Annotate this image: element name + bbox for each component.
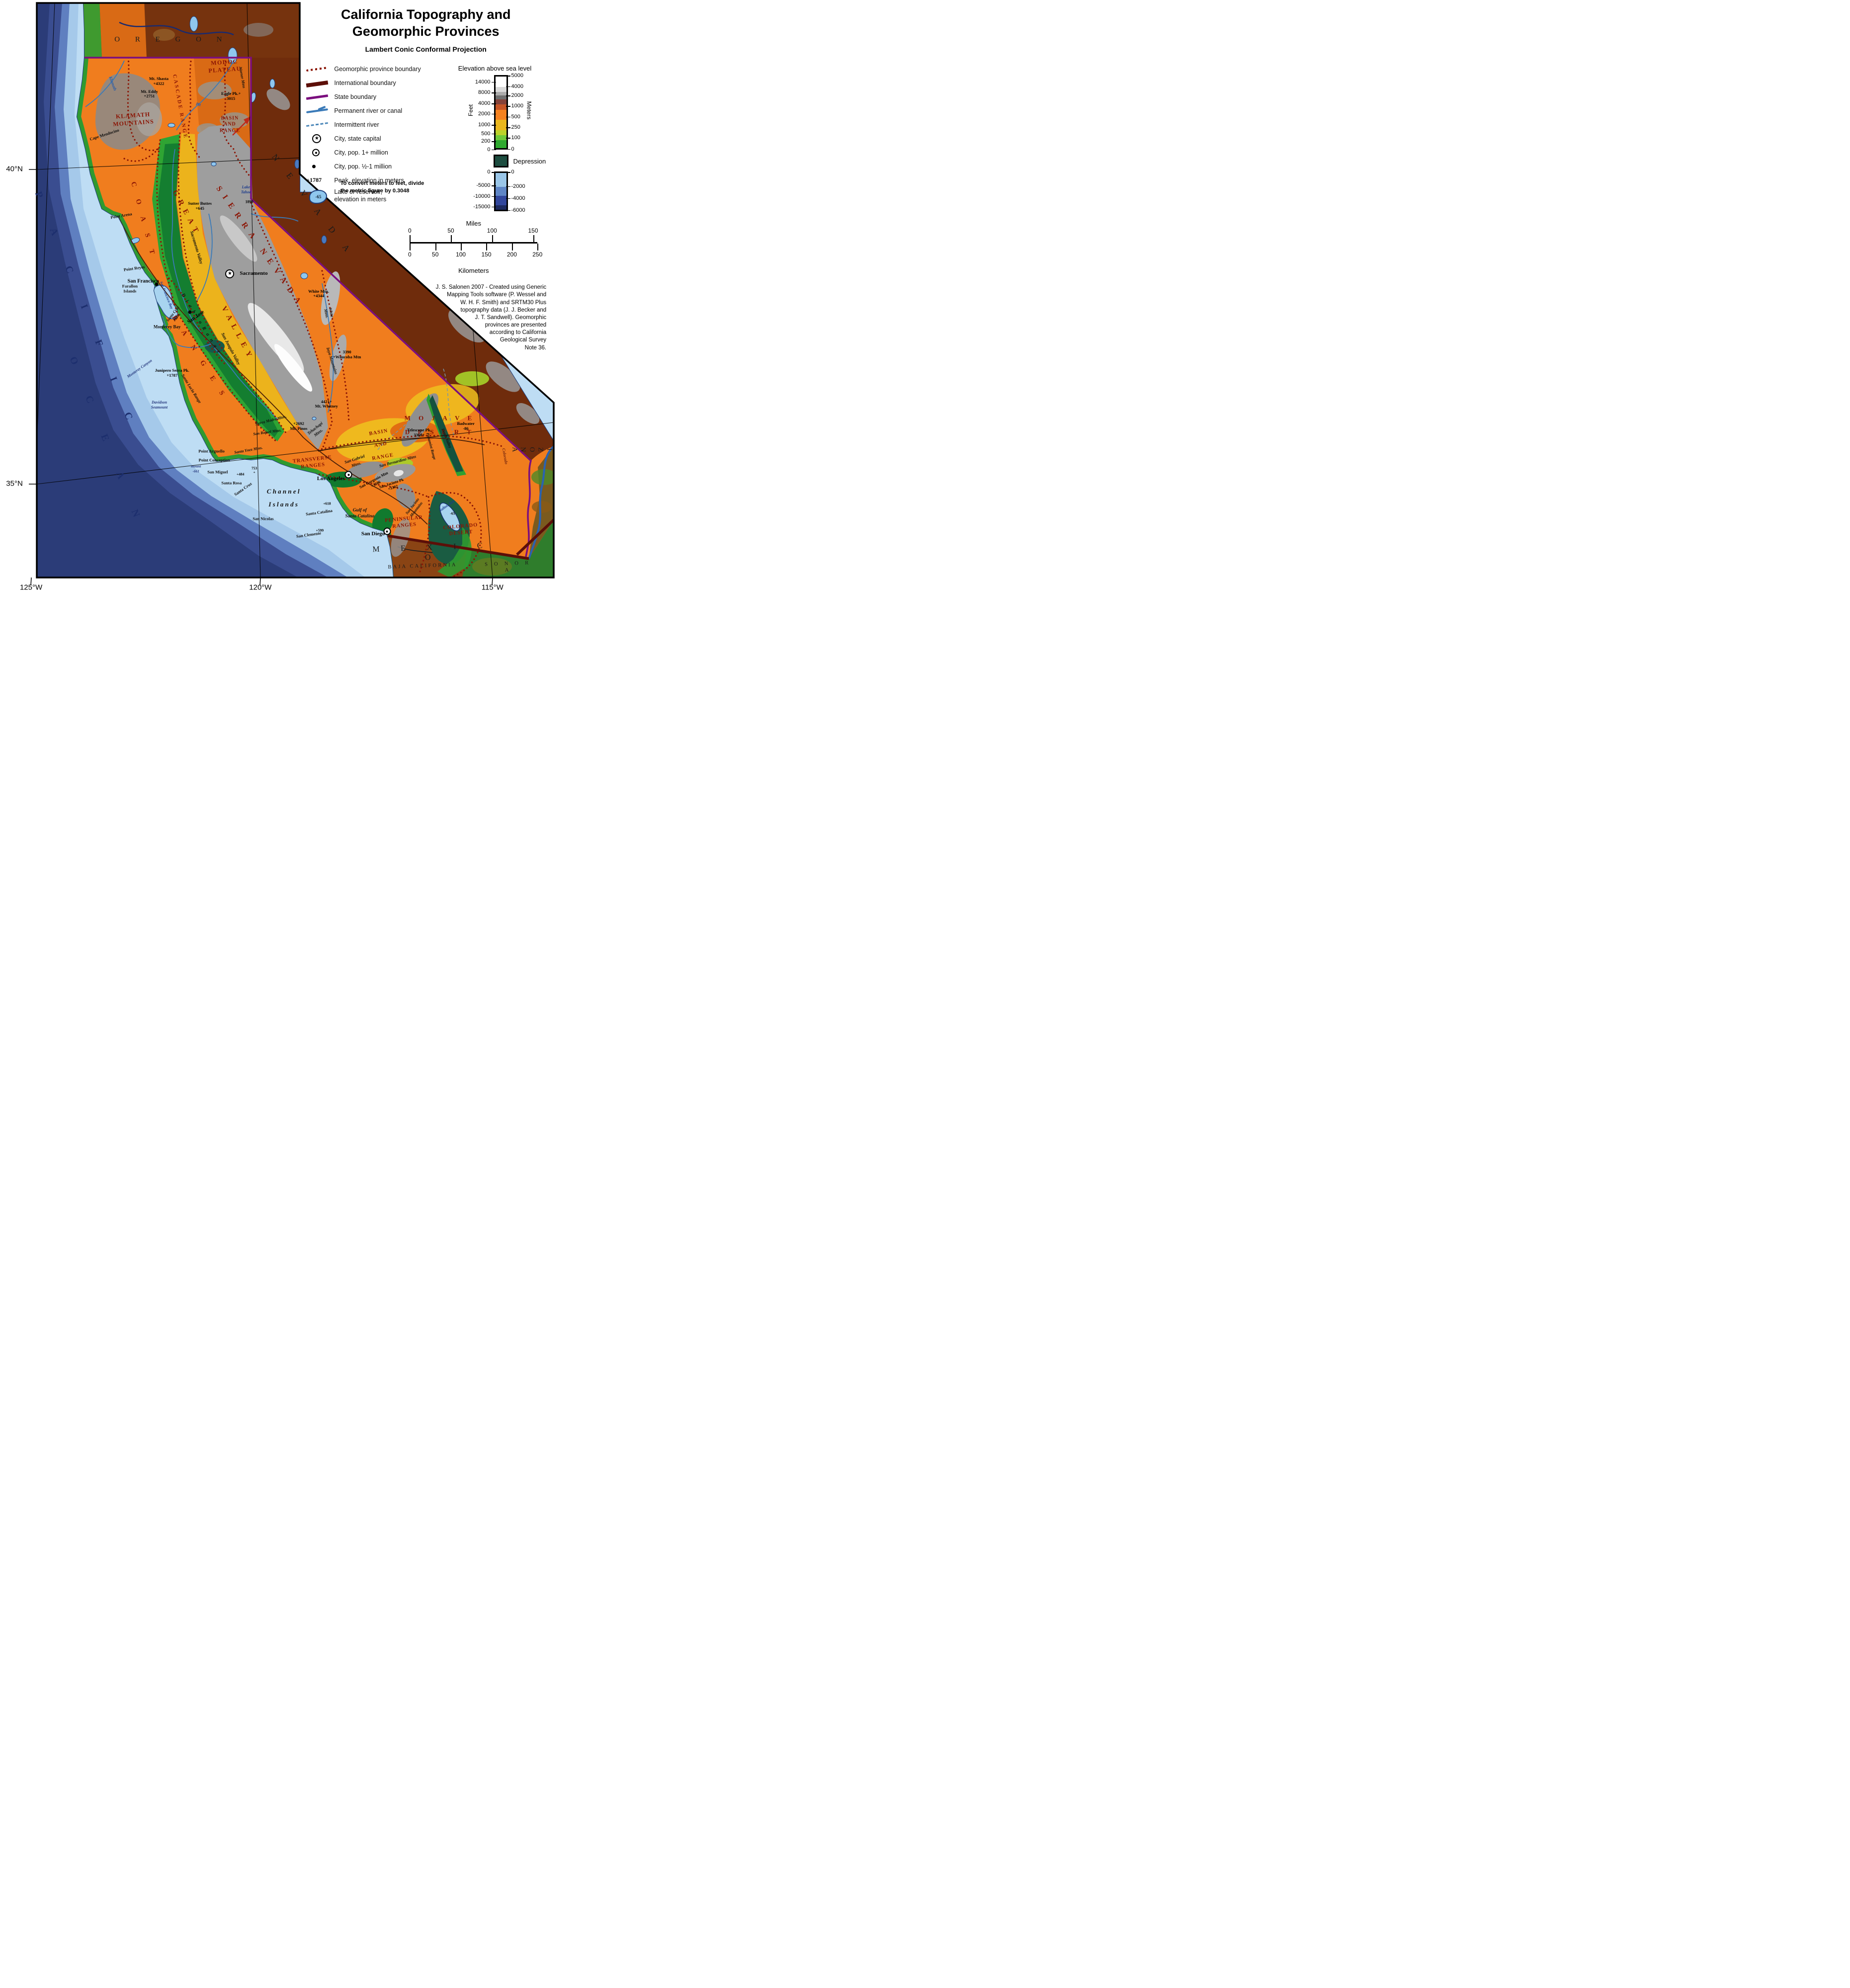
legend-item-label: Peak, elevation in meters xyxy=(334,177,404,184)
scale-tick: 0 xyxy=(487,146,496,153)
scale-tick: -4000 xyxy=(505,195,525,201)
city-marker-san-jose xyxy=(188,310,192,314)
legend-item-label: Permanent river or canal xyxy=(334,107,403,114)
scale-tick: 14000 xyxy=(475,79,496,85)
map-subtitle: Lambert Conic Conformal Projection xyxy=(365,45,487,53)
scale-tick: -6000 xyxy=(505,207,525,213)
scale-tick: 4000 xyxy=(505,83,523,89)
map-sheet: California Topography and Geomorphic Prov… xyxy=(0,0,555,596)
elevation-scale-title: Elevation above sea level xyxy=(458,64,532,72)
international-icon xyxy=(305,77,330,89)
bathymetry-colorbar xyxy=(494,171,508,211)
scale-tick: 0 xyxy=(487,169,496,175)
river-icon xyxy=(305,105,330,117)
attribution-line: according to California xyxy=(489,330,547,336)
kilometers-label: Kilometers xyxy=(458,266,489,274)
peak-icon: +1787 xyxy=(306,176,322,184)
scale-tick: 200 xyxy=(481,138,497,145)
city-marker-los-angeles xyxy=(344,471,352,479)
legend-item-label: Geomorphic province boundary xyxy=(334,66,421,73)
unit-conversion-note: To convert meters to feet, divide the me… xyxy=(340,180,424,194)
scale-tick: -2000 xyxy=(505,183,525,189)
attribution-line: provinces are presented xyxy=(485,322,547,329)
city-marker-sacramento: ★ xyxy=(225,269,235,278)
map-title: California Topography and Geomorphic Prov… xyxy=(340,7,511,39)
legend-item: Geomorphic province boundary xyxy=(305,63,447,75)
scale-tick: -15000 xyxy=(473,203,496,210)
province-boundary-icon xyxy=(305,63,330,75)
title-block: California Topography and Geomorphic Prov… xyxy=(301,6,551,53)
scale-tick: -5000 xyxy=(476,182,496,189)
state-boundary-icon xyxy=(305,91,330,103)
miles-label: Miles xyxy=(466,219,481,227)
city-marker-san-diego xyxy=(383,527,391,535)
attribution-line: Note 36. xyxy=(524,344,547,351)
legend-item-label: Lake or reservoir, elevation in meters xyxy=(334,188,387,203)
intermittent-icon xyxy=(305,119,330,131)
scale-tick: 2000 xyxy=(505,92,523,99)
scale-tick: 2000 xyxy=(478,110,497,117)
legend-item-label: Intermittent river xyxy=(334,121,379,128)
legend-item: City, pop. ½-1 million xyxy=(305,161,447,172)
legend-item-label: City, pop. 1+ million xyxy=(334,149,388,156)
attribution-line: W. H. F. Smith) and SRTM30 Plus xyxy=(460,299,547,306)
attribution-line: topography data (J. J. Becker and xyxy=(460,307,547,313)
legend-item: -65 Lake or reservoir, elevation in meter… xyxy=(305,188,447,204)
scale-tick: 500 xyxy=(505,113,520,120)
scale-tick: 1000 xyxy=(505,103,523,109)
depression-swatch xyxy=(493,154,508,167)
city05m-icon xyxy=(305,161,330,172)
lake-icon: -65 xyxy=(305,189,330,204)
legend-item: ★ City, state capital xyxy=(305,133,447,145)
scale-bar: Miles 0 50 100 150 0 50 100 150 200 250 Kilometer… xyxy=(408,219,543,274)
legend-item: City, pop. 1+ million xyxy=(305,147,447,159)
attribution-line: J. S. Salonen 2007 - Created using Gener… xyxy=(435,284,547,291)
scale-tick: 0 xyxy=(505,146,514,152)
scale-tick: 500 xyxy=(481,130,497,137)
scale-tick: -10000 xyxy=(473,193,496,199)
legend-item: International boundary xyxy=(305,77,447,89)
city1m-icon xyxy=(305,147,330,159)
scale-tick: 250 xyxy=(505,124,520,131)
scale-bar-line xyxy=(410,242,538,244)
feet-axis-label: Feet xyxy=(467,104,474,116)
legend: Geomorphic province boundary Internationa… xyxy=(305,63,447,205)
scale-tick: 8000 xyxy=(478,89,497,96)
depression-label: Depression xyxy=(513,157,546,165)
attribution-line: J. T. Sandwell). Geomorphic xyxy=(475,314,547,321)
elevation-scale: Elevation above sea level Feet Meters 14… xyxy=(448,65,553,213)
attribution-line: Geological Survey xyxy=(500,337,547,343)
map-canvas xyxy=(29,2,555,586)
legend-item-label: State boundary xyxy=(334,93,377,100)
legend-item-label: City, state capital xyxy=(334,135,381,142)
scale-tick: 4000 xyxy=(478,100,497,107)
scale-tick: 1000 xyxy=(478,122,497,128)
attribution-line: Mapping Tools software (P. Wessel and xyxy=(447,292,547,298)
scale-tick: 5000 xyxy=(505,73,523,79)
city-marker-san-francisco xyxy=(155,282,159,286)
legend-item: Intermittent river xyxy=(305,119,447,131)
capital-icon: ★ xyxy=(305,133,330,145)
scale-tick: 0 xyxy=(505,169,514,175)
legend-item: +1787 Peak, elevation in meters xyxy=(305,174,447,186)
legend-item: State boundary xyxy=(305,91,447,103)
scale-tick: 100 xyxy=(505,135,520,141)
elevation-colorbar xyxy=(494,75,508,150)
legend-item-label: City, pop. ½-1 million xyxy=(334,163,392,170)
attribution: J. S. Salonen 2007 - Created using Gener… xyxy=(397,284,547,352)
legend-item: Permanent river or canal xyxy=(305,105,447,117)
meters-axis-label: Meters xyxy=(525,101,533,119)
legend-item-label: International boundary xyxy=(334,80,396,86)
